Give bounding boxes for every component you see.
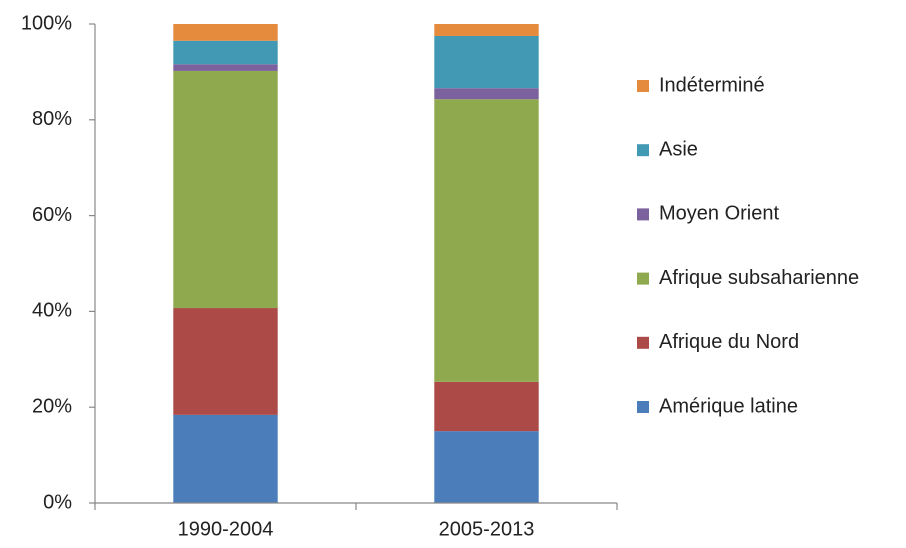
y-tick-label: 40%: [32, 300, 72, 322]
bar-segment: [173, 40, 278, 65]
legend-label: Afrique du Nord: [659, 331, 799, 353]
bar-segment: [173, 414, 278, 503]
bar-segment: [434, 431, 539, 503]
legend-label: Moyen Orient: [659, 203, 779, 225]
bar-segment: [173, 24, 278, 41]
legend-label: Asie: [659, 138, 698, 160]
legend-swatch: [637, 208, 649, 221]
bar-segment: [434, 24, 539, 36]
x-tick-label: 2005-2013: [439, 518, 535, 540]
bar-segment: [434, 35, 539, 89]
bar-segment: [434, 381, 539, 432]
bar-segment: [173, 308, 278, 415]
x-tick-label: 1990-2004: [178, 518, 274, 540]
legend-swatch: [637, 144, 649, 157]
y-tick-label: 60%: [32, 204, 72, 226]
legend-swatch: [637, 80, 649, 92]
legend-label: Afrique subsaharienne: [659, 267, 859, 289]
legend-label: Amérique latine: [659, 395, 798, 417]
bar-segment: [434, 99, 539, 382]
legend-swatch: [637, 272, 649, 285]
legend-swatch: [637, 401, 649, 413]
bar-segment: [173, 70, 278, 309]
y-tick-label: 100%: [21, 12, 72, 34]
y-tick-label: 80%: [32, 108, 72, 130]
bar-segment: [434, 88, 539, 100]
y-tick-label: 20%: [32, 395, 72, 417]
legend-label: Indéterminé: [659, 74, 765, 96]
legend-swatch: [637, 336, 649, 349]
bar-segment: [173, 64, 278, 71]
y-tick-label: 0%: [43, 491, 72, 513]
